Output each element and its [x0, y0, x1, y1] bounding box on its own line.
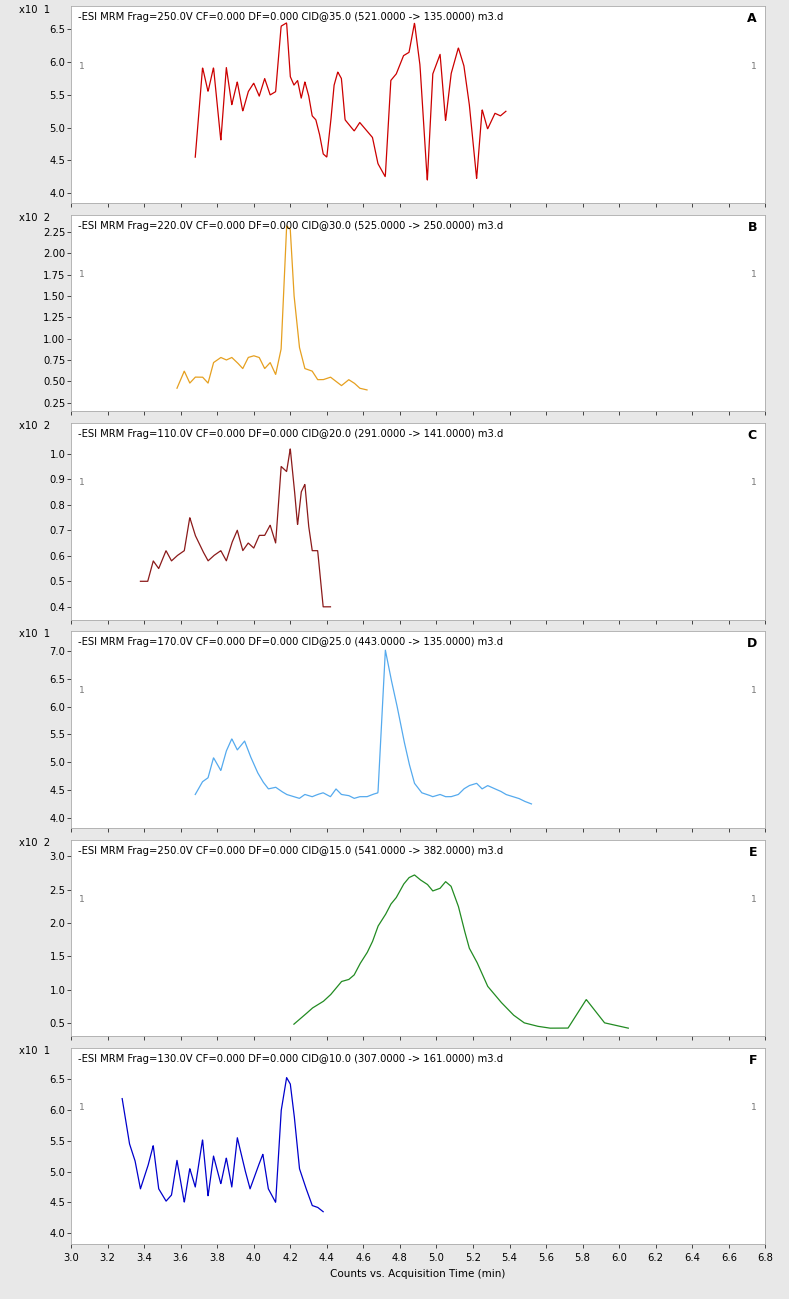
Text: -ESI MRM Frag=250.0V CF=0.000 DF=0.000 CID@15.0 (541.0000 -> 382.0000) m3.d: -ESI MRM Frag=250.0V CF=0.000 DF=0.000 C… — [78, 846, 503, 856]
Text: -ESI MRM Frag=170.0V CF=0.000 DF=0.000 CID@25.0 (443.0000 -> 135.0000) m3.d: -ESI MRM Frag=170.0V CF=0.000 DF=0.000 C… — [78, 638, 503, 647]
Text: E: E — [749, 846, 757, 859]
X-axis label: Counts vs. Acquisition Time (min): Counts vs. Acquisition Time (min) — [331, 1269, 506, 1280]
Text: -ESI MRM Frag=220.0V CF=0.000 DF=0.000 CID@30.0 (525.0000 -> 250.0000) m3.d: -ESI MRM Frag=220.0V CF=0.000 DF=0.000 C… — [78, 221, 503, 231]
Text: 1: 1 — [80, 1103, 85, 1112]
Text: A: A — [747, 13, 757, 26]
Text: B: B — [747, 221, 757, 234]
Text: x10  1: x10 1 — [19, 630, 50, 639]
Text: 1: 1 — [80, 686, 85, 695]
Text: 1: 1 — [80, 895, 85, 904]
Text: 1: 1 — [80, 478, 85, 487]
Text: 1: 1 — [751, 1103, 757, 1112]
Text: -ESI MRM Frag=250.0V CF=0.000 DF=0.000 CID@35.0 (521.0000 -> 135.0000) m3.d: -ESI MRM Frag=250.0V CF=0.000 DF=0.000 C… — [78, 13, 503, 22]
Text: x10  2: x10 2 — [19, 838, 50, 848]
Text: x10  1: x10 1 — [19, 1046, 50, 1056]
Text: 1: 1 — [80, 270, 85, 279]
Text: 1: 1 — [751, 895, 757, 904]
Text: 1: 1 — [751, 686, 757, 695]
Text: 1: 1 — [751, 61, 757, 70]
Text: D: D — [746, 638, 757, 651]
Text: -ESI MRM Frag=110.0V CF=0.000 DF=0.000 CID@20.0 (291.0000 -> 141.0000) m3.d: -ESI MRM Frag=110.0V CF=0.000 DF=0.000 C… — [78, 429, 503, 439]
Text: 1: 1 — [80, 61, 85, 70]
Text: C: C — [748, 429, 757, 442]
Text: F: F — [749, 1053, 757, 1066]
Text: x10  1: x10 1 — [19, 4, 50, 14]
Text: x10  2: x10 2 — [19, 421, 50, 431]
Text: 1: 1 — [751, 270, 757, 279]
Text: 1: 1 — [751, 478, 757, 487]
Text: x10  2: x10 2 — [19, 213, 50, 223]
Text: -ESI MRM Frag=130.0V CF=0.000 DF=0.000 CID@10.0 (307.0000 -> 161.0000) m3.d: -ESI MRM Frag=130.0V CF=0.000 DF=0.000 C… — [78, 1053, 503, 1064]
